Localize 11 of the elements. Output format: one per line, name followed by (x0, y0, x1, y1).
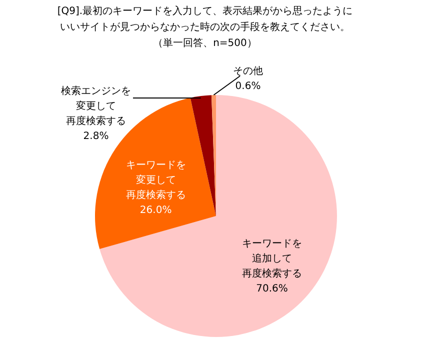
slice-label: その他 (233, 65, 263, 77)
slice-label: キーワードを変更して再度検索する (126, 160, 186, 201)
chart-subtitle: （単一回答、n=500） (153, 37, 257, 49)
slice-label: 検索エンジンを変更して再度検索する (61, 85, 131, 127)
data-label: 26.0% (140, 204, 172, 216)
data-label: 70.6% (256, 283, 288, 294)
pie-slice (190, 95, 216, 216)
data-label: 2.8% (83, 131, 109, 142)
chart-title: [Q9].最初のキーワードを入力して、表示結果がから思ったようにいいサイトが見つからなかった時の次の手段を教えてください。 (57, 5, 353, 33)
data-label: 0.6% (235, 81, 261, 92)
slice-label: キーワードを追加して再度検索する (242, 238, 302, 280)
